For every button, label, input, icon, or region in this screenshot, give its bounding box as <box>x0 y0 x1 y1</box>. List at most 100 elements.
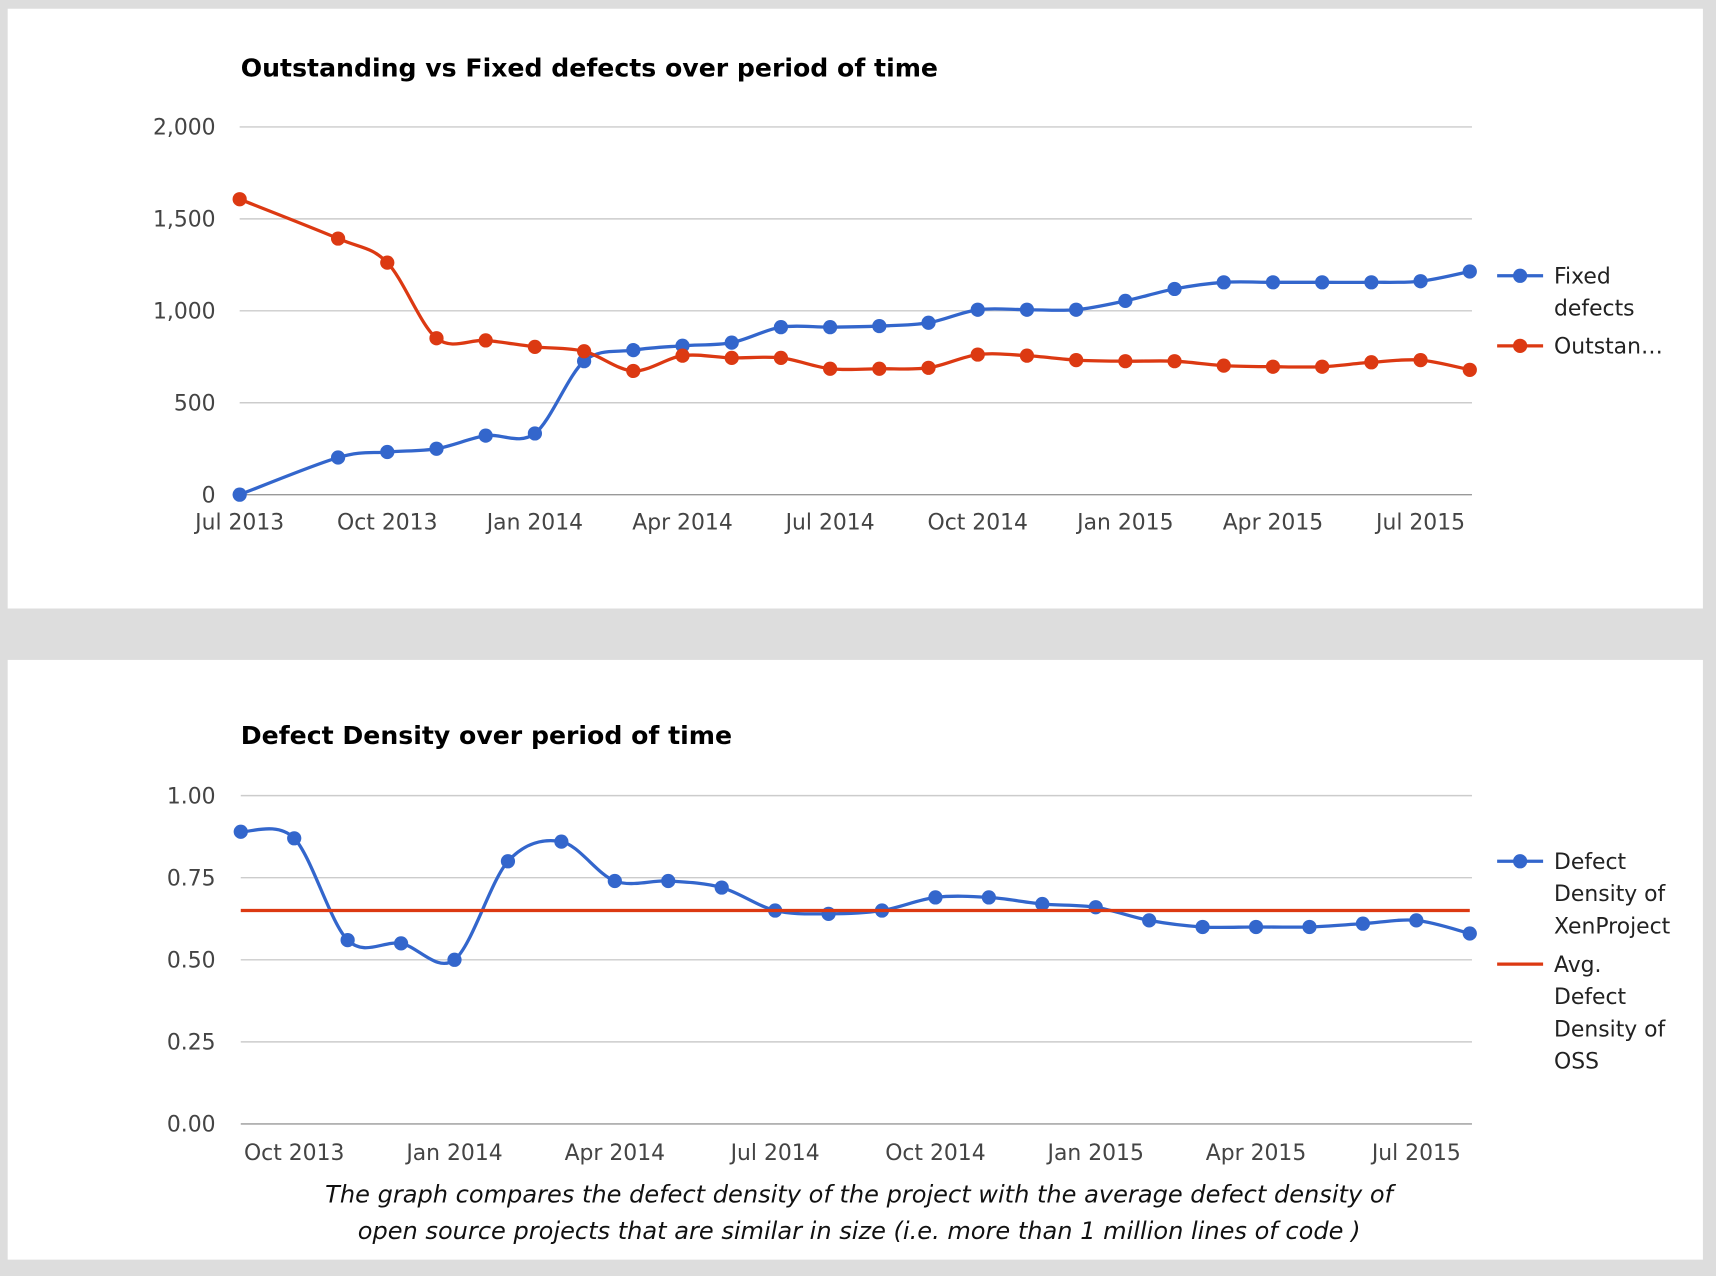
x-tick-label: Oct 2013 <box>337 511 437 536</box>
data-point <box>773 320 789 335</box>
y-tick-label: 0.50 <box>167 948 216 973</box>
caption-line-2: open source projects that are similar in… <box>358 1217 1361 1245</box>
legend-label: Density of <box>1554 882 1667 907</box>
data-point <box>1035 896 1050 912</box>
data-point <box>1265 359 1281 374</box>
data-point <box>447 952 462 967</box>
data-point <box>928 890 943 905</box>
x-tick-label: Jan 2014 <box>485 511 583 536</box>
data-point <box>429 441 444 456</box>
x-tick-label: Oct 2014 <box>885 1141 985 1166</box>
legend-label: defects <box>1554 297 1635 322</box>
data-point <box>675 338 690 353</box>
y-tick-label: 0.25 <box>167 1031 216 1056</box>
data-point <box>773 350 789 365</box>
legend-label: Density of <box>1554 1017 1667 1042</box>
data-point <box>872 318 887 334</box>
y-tick-label: 1,000 <box>153 299 216 324</box>
x-tick-label: Jul 2015 <box>1374 511 1465 536</box>
data-point <box>970 302 985 317</box>
legend-item: Fixed defects <box>1497 264 1635 322</box>
data-point <box>724 350 739 365</box>
data-point <box>872 361 887 376</box>
data-point <box>823 320 838 335</box>
data-point <box>478 428 493 443</box>
chart-title-density: Defect Density over period of time <box>241 721 732 750</box>
data-point <box>1315 275 1330 290</box>
panel-defects <box>7 8 1703 609</box>
data-point <box>1462 264 1477 279</box>
data-point <box>554 834 569 849</box>
x-tick-label: Jan 2015 <box>1075 511 1173 536</box>
x-tick-label: Jul 2013 <box>193 511 284 536</box>
data-point <box>500 854 516 869</box>
chart-title-defects: Outstanding vs Fixed defects over period… <box>241 54 938 83</box>
data-point <box>393 936 409 951</box>
y-tick-label: 500 <box>174 391 216 416</box>
data-point <box>1019 348 1035 363</box>
legend-label: Defect <box>1554 850 1626 875</box>
data-point <box>380 444 395 460</box>
data-point <box>1088 900 1103 915</box>
x-tick-label: Jul 2014 <box>784 511 875 536</box>
data-point <box>1118 293 1133 308</box>
data-point <box>1462 926 1477 941</box>
data-point <box>724 335 739 350</box>
series-outstan <box>232 192 1477 379</box>
legend-label: XenProject <box>1554 915 1671 940</box>
data-point <box>380 255 395 270</box>
data-point <box>576 344 592 359</box>
data-point <box>1248 919 1264 935</box>
data-point <box>1413 274 1428 289</box>
x-tick-label: Jul 2014 <box>729 1141 820 1166</box>
data-point <box>714 880 729 895</box>
data-point <box>1413 352 1428 368</box>
data-point <box>1355 916 1371 931</box>
caption-line-1: The graph compares the defect density of… <box>325 1181 1396 1209</box>
data-point <box>626 343 641 358</box>
y-tick-label: 2,000 <box>153 116 216 141</box>
data-point <box>821 906 836 921</box>
legend-label: OSS <box>1554 1050 1599 1075</box>
x-tick-label: Jan 2015 <box>1046 1141 1144 1166</box>
data-point <box>1195 919 1210 935</box>
data-point <box>626 363 641 379</box>
y-tick-label: 0.75 <box>167 866 216 891</box>
x-tick-label: Apr 2015 <box>1223 511 1323 536</box>
data-point <box>921 315 936 330</box>
data-point <box>607 873 622 889</box>
data-point <box>970 347 985 362</box>
data-point <box>1315 359 1330 374</box>
data-point <box>1069 302 1084 317</box>
data-point <box>675 348 690 363</box>
data-point <box>330 450 346 465</box>
x-tick-label: Jul 2015 <box>1370 1141 1461 1166</box>
data-point <box>1216 275 1231 290</box>
x-tick-label: Apr 2015 <box>1206 1141 1306 1166</box>
data-point <box>1069 352 1084 368</box>
data-point <box>233 824 248 839</box>
y-tick-label: 0 <box>202 483 216 508</box>
data-point <box>1118 354 1133 369</box>
data-point <box>1302 919 1317 935</box>
data-point <box>661 873 676 889</box>
y-tick-label: 0.00 <box>167 1113 216 1138</box>
legend-item: Outstan… <box>1497 334 1663 359</box>
x-tick-label: Apr 2014 <box>632 511 732 536</box>
x-tick-label: Apr 2014 <box>565 1141 665 1166</box>
data-point <box>1364 275 1379 290</box>
data-point <box>478 333 493 348</box>
data-point <box>921 360 936 375</box>
data-point <box>1462 362 1477 377</box>
legend-marker <box>1513 338 1528 353</box>
x-tick-label: Oct 2013 <box>244 1141 344 1166</box>
x-tick-label: Jan 2014 <box>404 1141 502 1166</box>
data-point <box>287 831 302 846</box>
legend-item: Avg. Defect Density of OSS <box>1497 953 1667 1075</box>
data-point <box>1364 355 1379 370</box>
data-point <box>576 354 592 369</box>
data-point <box>1265 275 1281 290</box>
chart-density: 0.00 0.25 0.50 0.75 1.00 Oct 2013 Jan 2014 Apr … <box>167 784 1671 1166</box>
